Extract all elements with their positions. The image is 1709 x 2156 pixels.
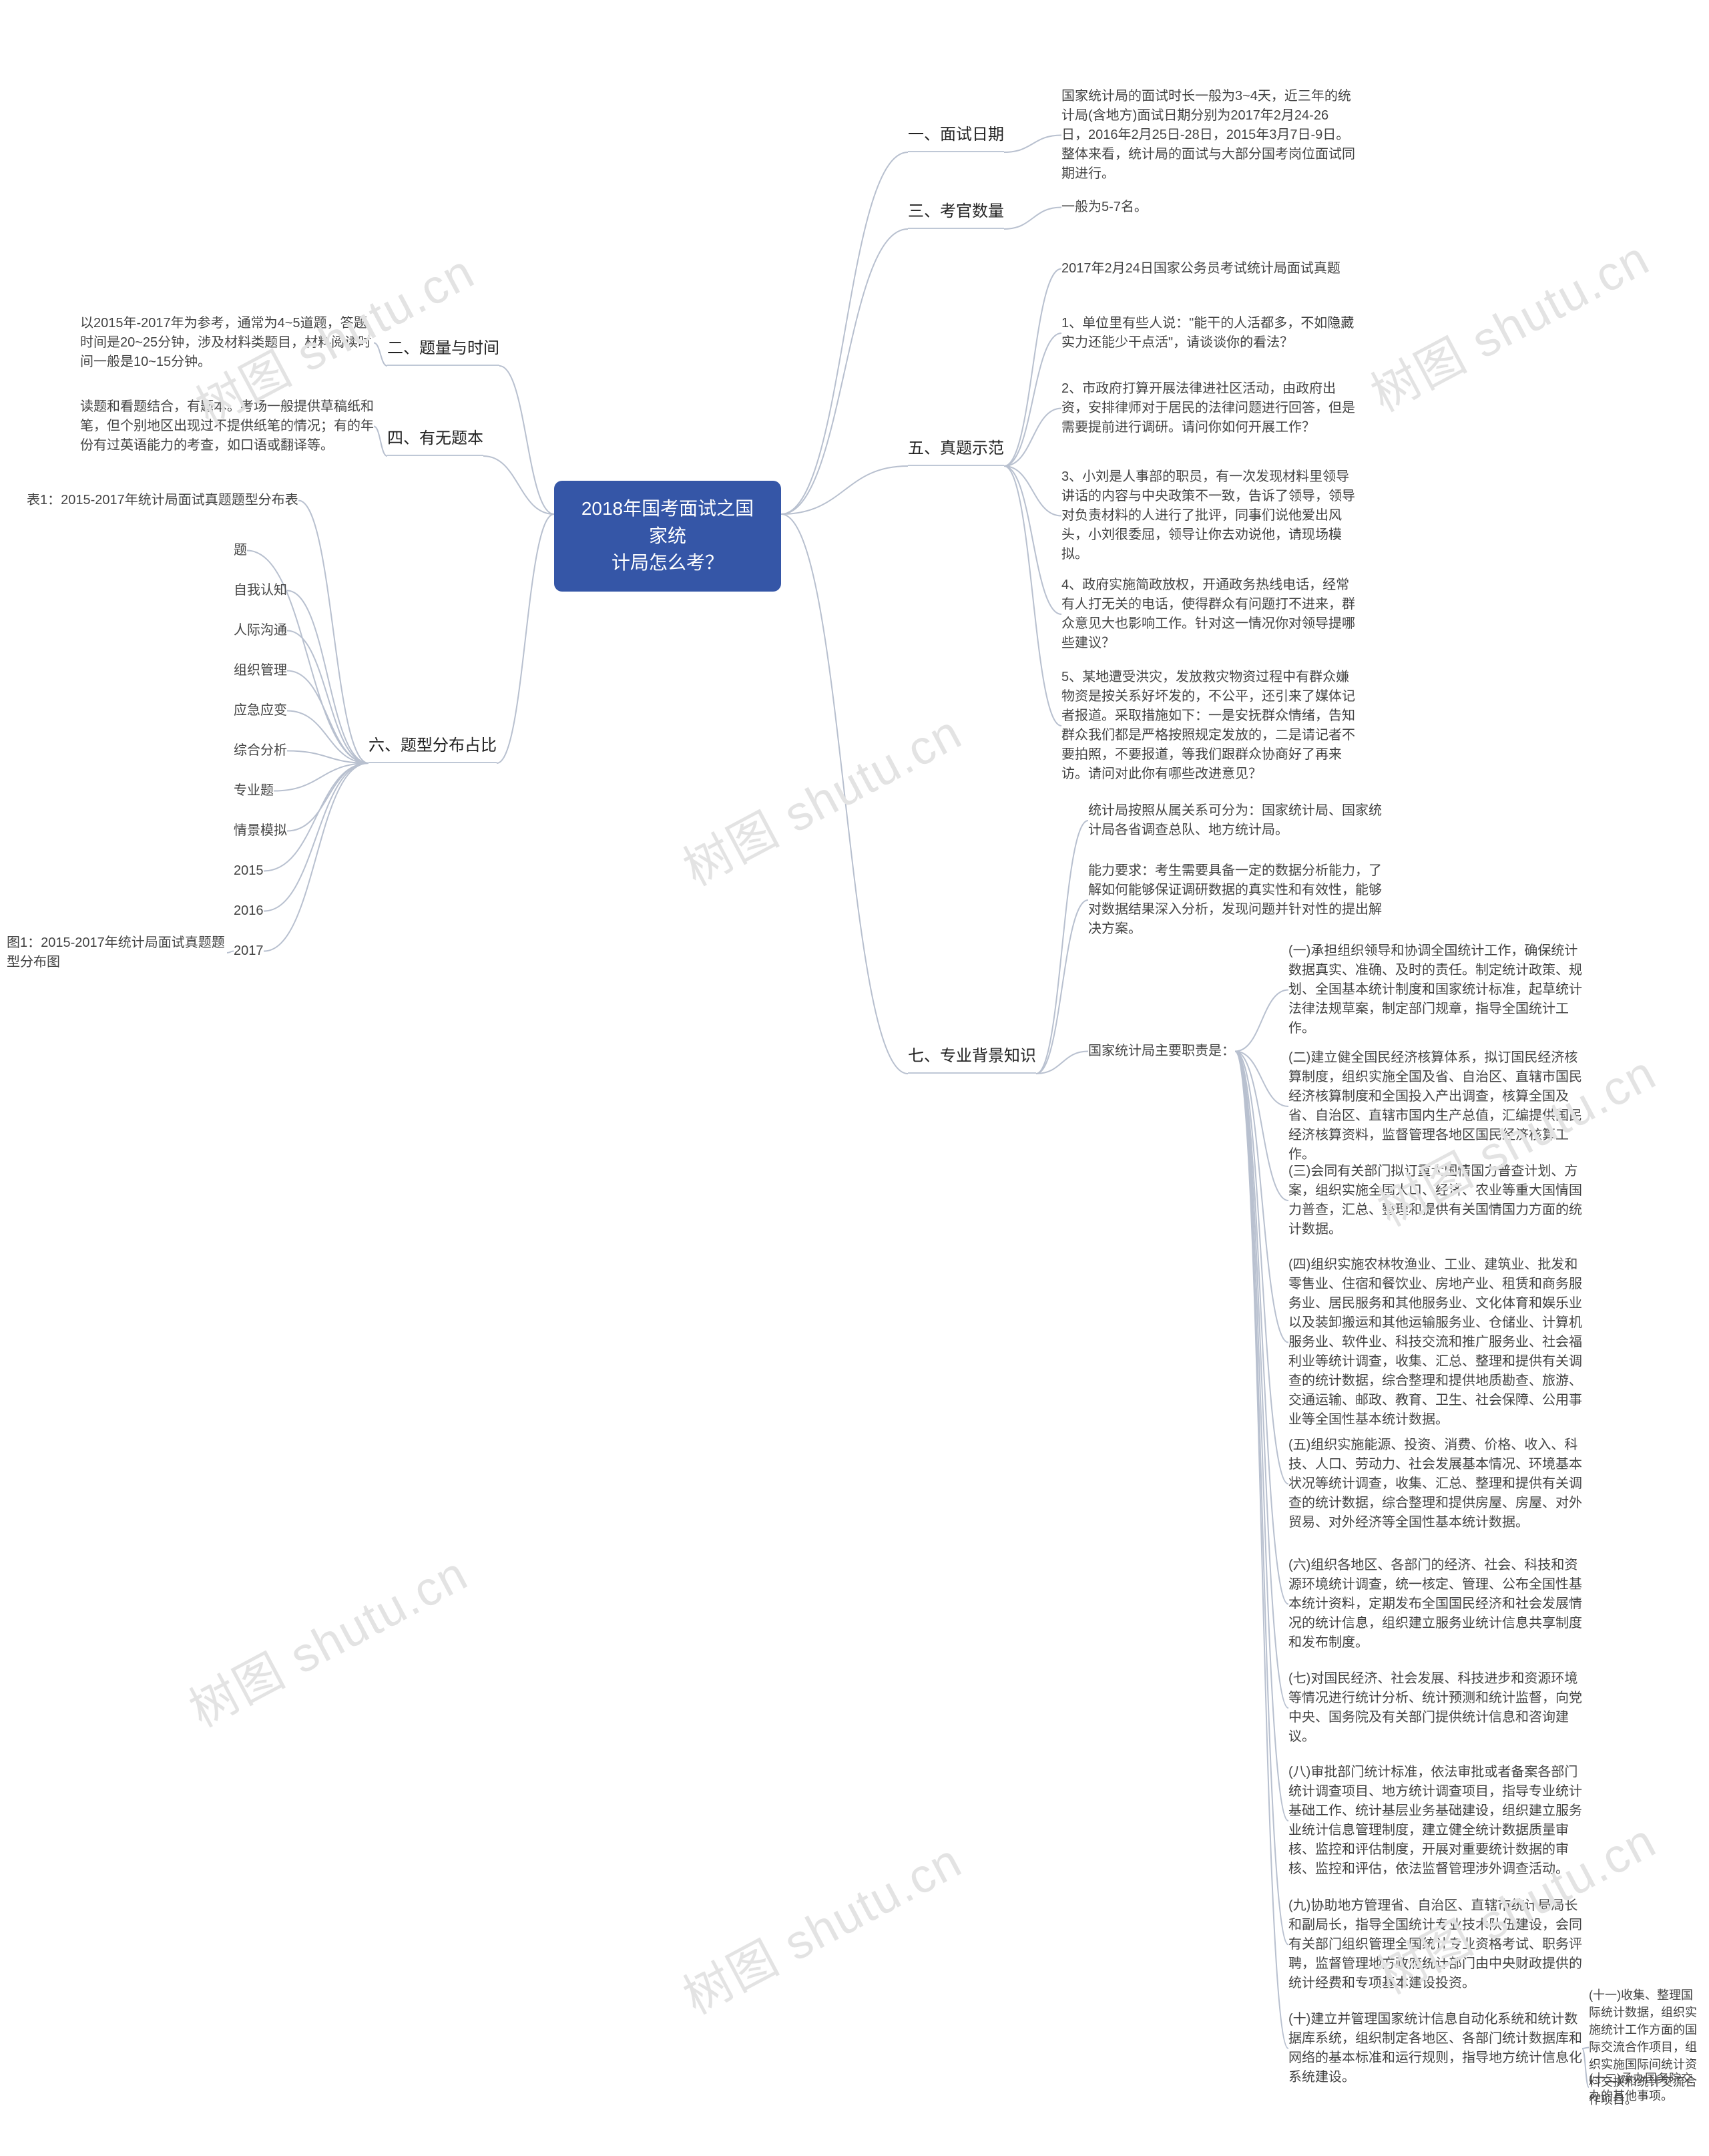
leaf-s8: (八)审批部门统计标准，依法审批或者备案各部门统计调查项目、地方统计调查项目，指… [1288, 1763, 1582, 1879]
leaf-b7l2: 能力要求：考生需要具备一定的数据分析能力，了解如何能够保证调研数据的真实性和有效… [1088, 861, 1382, 939]
leaf-s5: (五)组织实施能源、投资、消费、价格、收入、科技、人口、劳动力、社会发展基本情况… [1288, 1436, 1582, 1532]
branch-b2: 二、题量与时间 [387, 337, 499, 366]
leaf-s10: (十)建立并管理国家统计信息自动化系统和统计数据库系统，组织制定各地区、各部门统… [1288, 2010, 1582, 2087]
leaf-b5l1: 1、单位里有些人说："能干的人活都多，不如隐藏实力还能少干点活"，请谈谈你的看法… [1061, 314, 1355, 353]
leaf-s1: (一)承担组织领导和协调全国统计工作，确保统计数据真实、准确、及时的责任。制定统… [1288, 941, 1582, 1038]
leaf-b6c7: 专业题 [234, 781, 274, 801]
watermark: 树图 shutu.cn [669, 1822, 972, 2028]
leaf-b6l2: 图1：2015-2017年统计局面试真题题型分布图 [7, 933, 227, 972]
leaf-b6c9: 2015 [234, 861, 264, 881]
leaf-b6c5: 应急应变 [234, 701, 287, 720]
root-node: 2018年国考面试之国家统 计局怎么考？ [554, 481, 781, 592]
branch-b1: 一、面试日期 [908, 124, 1004, 152]
leaf-b6l1: 表1：2015-2017年统计局面试真题题型分布表 [27, 491, 298, 510]
leaf-b5l0: 2017年2月24日国家公务员考试统计局面试真题 [1061, 259, 1340, 278]
leaf-s10b: (十二)承办国务院交办的其他事项。 [1589, 2070, 1702, 2105]
watermark: 树图 shutu.cn [1357, 220, 1660, 425]
leaf-b3l1: 一般为5-7名。 [1061, 198, 1148, 217]
leaf-b2l1: 以2015年-2017年为参考，通常为4~5道题，答题时间是20~25分钟，涉及… [80, 314, 374, 372]
leaf-s7: (七)对国民经济、社会发展、科技进步和资源环境等情况进行统计分析、统计预测和统计… [1288, 1669, 1582, 1747]
leaf-s9: (九)协助地方管理省、自治区、直辖市统计局局长和副局长，指导全国统计专业技术队伍… [1288, 1896, 1582, 1993]
leaf-s2: (二)建立健全国民经济核算体系，拟订国民经济核算制度，组织实施全国及省、自治区、… [1288, 1048, 1582, 1164]
leaf-b7l1: 统计局按照从属关系可分为：国家统计局、国家统计局各省调查总队、地方统计局。 [1088, 801, 1382, 840]
watermark: 树图 shutu.cn [669, 694, 972, 899]
leaf-b5l2: 2、市政府打算开展法律进社区活动，由政府出资，安排律师对于居民的法律问题进行回答… [1061, 379, 1355, 437]
watermark: 树图 shutu.cn [175, 1535, 478, 1741]
leaf-b6c4: 组织管理 [234, 661, 287, 680]
leaf-b7l3: 国家统计局主要职责是： [1088, 1042, 1235, 1061]
branch-b4: 四、有无题本 [387, 427, 483, 456]
leaf-s4: (四)组织实施农林牧渔业、工业、建筑业、批发和零售业、住宿和餐饮业、房地产业、租… [1288, 1255, 1582, 1430]
branch-b3: 三、考官数量 [908, 200, 1004, 229]
leaf-s3: (三)会同有关部门拟订重大国情国力普查计划、方案，组织实施全国人口、经济、农业等… [1288, 1162, 1582, 1239]
leaf-b5l5: 5、某地遭受洪灾，发放救灾物资过程中有群众嫌物资是按关系好坏发的，不公平，还引来… [1061, 668, 1355, 784]
branch-b7: 七、专业背景知识 [908, 1045, 1036, 1074]
leaf-b5l4: 4、政府实施简政放权，开通政务热线电话，经常有人打无关的电话，使得群众有问题打不… [1061, 576, 1355, 653]
leaf-b4l1: 读题和看题结合，有题本。考场一般提供草稿纸和笔，但个别地区出现过不提供纸笔的情况… [80, 397, 374, 455]
leaf-b6c3: 人际沟通 [234, 621, 287, 640]
leaf-b6c10: 2016 [234, 901, 264, 921]
leaf-b6c8: 情景模拟 [234, 821, 287, 841]
leaf-b6c6: 综合分析 [234, 741, 287, 761]
leaf-b6c11: 2017 [234, 941, 264, 961]
branch-b6: 六、题型分布占比 [369, 734, 497, 763]
leaf-b6c1: 题 [234, 541, 247, 560]
leaf-b6c2: 自我认知 [234, 581, 287, 600]
branch-b5: 五、真题示范 [908, 437, 1004, 466]
leaf-b1l1: 国家统计局的面试时长一般为3~4天，近三年的统计局(含地方)面试日期分别为201… [1061, 87, 1355, 184]
leaf-s6: (六)组织各地区、各部门的经济、社会、科技和资源环境统计调查，统一核定、管理、公… [1288, 1556, 1582, 1653]
leaf-b5l3: 3、小刘是人事部的职员，有一次发现材料里领导讲话的内容与中央政策不一致，告诉了领… [1061, 467, 1355, 564]
